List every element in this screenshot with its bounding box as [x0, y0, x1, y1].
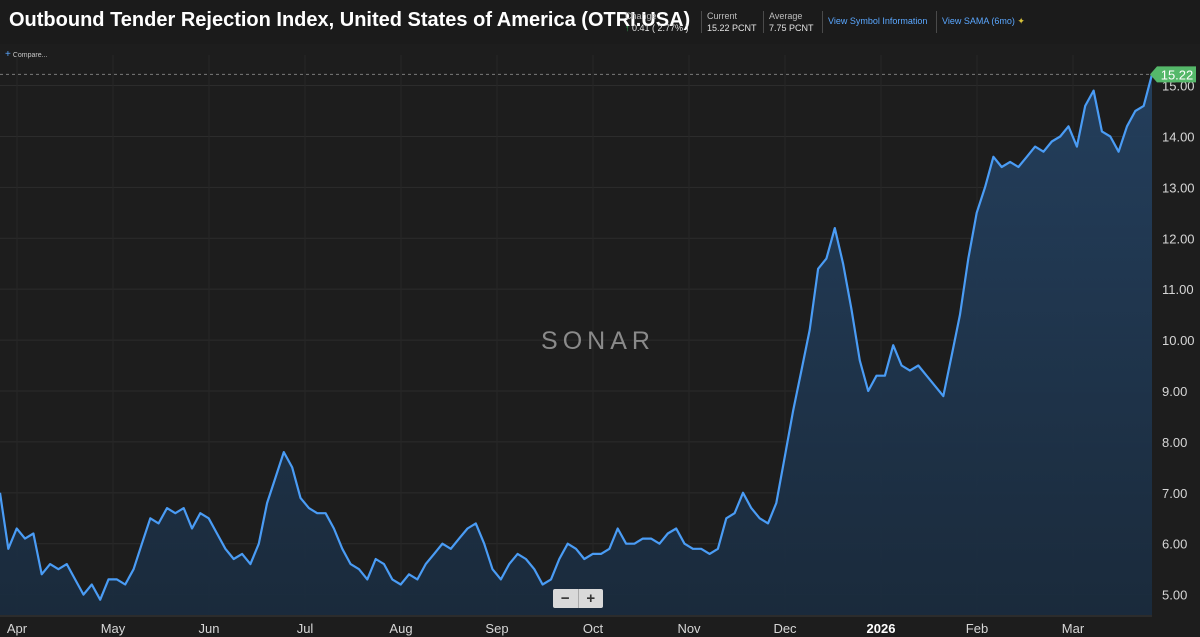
header-divider: [701, 11, 702, 33]
header-divider: [936, 11, 937, 33]
y-tick-label: 11.00: [1162, 282, 1194, 297]
y-tick-label: 13.00: [1162, 180, 1195, 195]
chart-title: Outbound Tender Rejection Index, United …: [9, 9, 691, 31]
sonar-watermark: SONAR: [541, 327, 655, 355]
last-value-badge-layer: 15.22: [0, 66, 1196, 83]
x-tick-label: Aug: [389, 621, 412, 636]
change-value-row: ↑ 0.41 ( 2.77% ): [625, 22, 689, 34]
view-sama-link[interactable]: View SAMA (6mo) ✦: [942, 16, 1025, 27]
y-tick-label: 8.00: [1162, 435, 1187, 450]
average-value: 7.75 PCNT: [769, 23, 814, 33]
y-tick-label: 10.00: [1162, 333, 1195, 348]
x-tick-label: May: [101, 621, 126, 636]
x-tick-label: Feb: [966, 621, 988, 636]
current-stat: Current 15.22 PCNT: [707, 10, 757, 34]
current-value: 15.22 PCNT: [707, 23, 757, 33]
header-divider: [822, 11, 823, 33]
x-tick-label: Dec: [773, 621, 797, 636]
x-tick-label: 2026: [867, 621, 896, 636]
chart-header: Outbound Tender Rejection Index, United …: [0, 0, 1200, 44]
plus-icon: +: [5, 49, 11, 60]
x-tick-label: Apr: [7, 621, 28, 636]
y-axis: 5.00 6.00 7.00 8.00 9.00 10.00 11.00 12.00 13.00…: [1162, 79, 1195, 603]
current-label: Current: [707, 11, 738, 21]
change-label: Change: [625, 11, 657, 21]
x-tick-label: Mar: [1062, 621, 1085, 636]
header-divider: [763, 11, 764, 33]
x-tick-label: Nov: [677, 621, 701, 636]
last-value-badge: [1150, 66, 1196, 83]
view-sama-label: View SAMA (6mo): [942, 16, 1015, 26]
x-tick-label: Sep: [485, 621, 508, 636]
change-value: 0.41 ( 2.77% ): [632, 23, 689, 33]
sparkle-icon: ✦: [1017, 16, 1025, 26]
compare-label: Compare: [12, 52, 42, 59]
x-tick-label: Oct: [583, 621, 604, 636]
view-symbol-info-link[interactable]: View Symbol Information: [828, 16, 928, 26]
zoom-controls: − +: [553, 589, 603, 608]
last-value-label: 15.22: [1161, 67, 1194, 82]
compare-button[interactable]: + Compare...: [5, 49, 48, 60]
zoom-out-button[interactable]: −: [553, 589, 579, 608]
x-tick-label: Jul: [297, 621, 314, 636]
x-tick-label: Jun: [199, 621, 220, 636]
y-tick-label: 9.00: [1162, 384, 1187, 399]
x-axis: Apr May Jun Jul Aug Sep Oct Nov Dec 2026 Feb Mar: [0, 615, 1152, 636]
change-stat: Change ↑ 0.41 ( 2.77% ): [625, 10, 689, 34]
y-tick-label: 7.00: [1162, 486, 1187, 501]
zoom-in-button[interactable]: +: [586, 590, 596, 607]
y-tick-label: 12.00: [1162, 231, 1195, 246]
y-tick-label: 14.00: [1162, 129, 1195, 144]
y-tick-label: 6.00: [1162, 537, 1187, 552]
average-stat: Average 7.75 PCNT: [769, 10, 814, 34]
y-tick-label: 5.00: [1162, 588, 1187, 603]
average-label: Average: [769, 11, 803, 21]
arrow-up-icon: ↑: [625, 23, 630, 33]
series-line: [0, 74, 1154, 601]
series-area: [0, 74, 1152, 616]
